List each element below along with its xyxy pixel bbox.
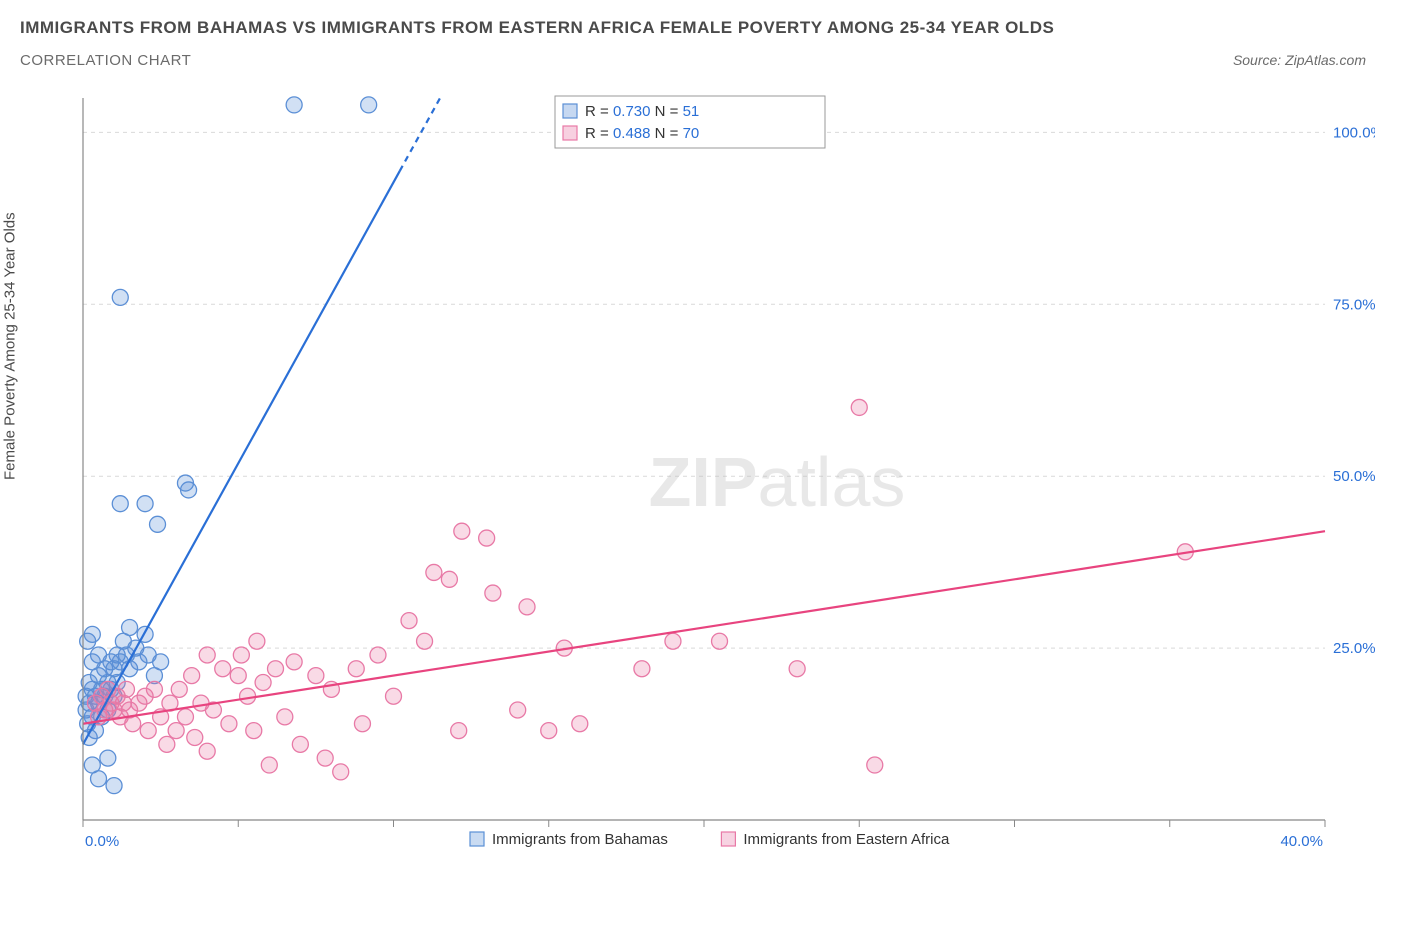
chart-subtitle: CORRELATION CHART	[20, 52, 191, 69]
chart-container: Female Poverty Among 25-34 Year Olds ZIP…	[20, 80, 1386, 890]
chart-title: IMMIGRANTS FROM BAHAMAS VS IMMIGRANTS FR…	[20, 18, 1406, 38]
svg-text:R = 0.488 N = 70: R = 0.488 N = 70	[585, 125, 699, 142]
svg-text:50.0%: 50.0%	[1333, 468, 1375, 485]
scatter-plot: ZIPatlas 0.0% 40.0% 25.0% 50.0% 75.0% 100.0% R …	[75, 90, 1375, 860]
svg-text:75.0%: 75.0%	[1333, 296, 1375, 313]
source-label: Source: ZipAtlas.com	[1233, 52, 1366, 68]
svg-text:ZIPatlas: ZIPatlas	[649, 443, 906, 521]
svg-text:R = 0.730 N = 51: R = 0.730 N = 51	[585, 103, 699, 120]
svg-text:25.0%: 25.0%	[1333, 640, 1375, 657]
svg-text:40.0%: 40.0%	[1280, 833, 1323, 850]
y-axis-label: Female Poverty Among 25-34 Year Olds	[2, 212, 19, 480]
header: IMMIGRANTS FROM BAHAMAS VS IMMIGRANTS FR…	[0, 0, 1406, 69]
svg-text:Immigrants from Bahamas: Immigrants from Bahamas	[492, 831, 668, 848]
svg-text:Immigrants from Eastern Africa: Immigrants from Eastern Africa	[743, 831, 950, 848]
svg-text:100.0%: 100.0%	[1333, 124, 1375, 141]
svg-text:0.0%: 0.0%	[85, 833, 119, 850]
